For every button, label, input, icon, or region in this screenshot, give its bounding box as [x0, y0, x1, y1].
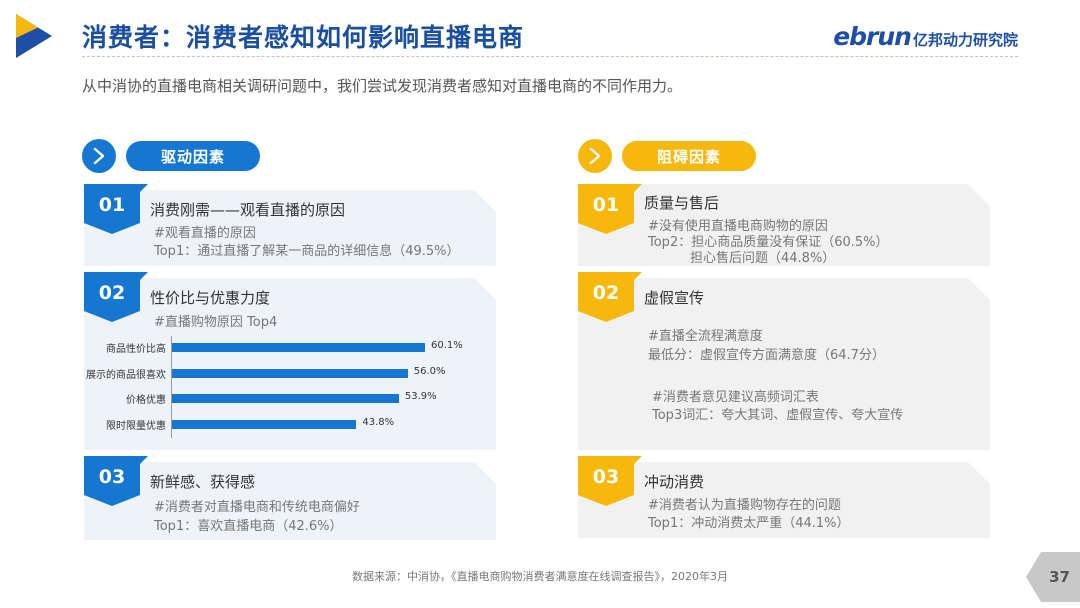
card-title: 新鲜感、获得感	[150, 473, 256, 491]
driver-card-1: 消费刚需——观看直播的原因 #观看直播的原因 Top1：通过直播了解某一商品的详…	[84, 190, 496, 266]
barrier-card-3: 冲动消费 #消费者认为直播购物存在的问题 Top1：冲动消费太严重（44.1%）	[578, 462, 990, 538]
card-number-badge: 03	[578, 456, 634, 506]
barriers-header: 阻碍因素	[578, 139, 756, 173]
bar-category-label: 商品性价比高	[106, 344, 166, 355]
card-title: 消费刚需——观看直播的原因	[150, 201, 346, 219]
barriers-heading: 阻碍因素	[622, 141, 756, 171]
badge-fold	[634, 272, 642, 280]
bar	[172, 368, 408, 378]
card-line: Top1：冲动消费太严重（44.1%）	[648, 516, 850, 531]
bar-value-label: 43.8%	[362, 416, 395, 428]
card-number-badge: 02	[578, 272, 634, 322]
brand-logo: ebrun 亿邦动力研究院	[833, 22, 1018, 51]
drivers-header: 驱动因素	[82, 139, 260, 173]
card-number-badge: 01	[578, 184, 634, 234]
driver-card-3: 新鲜感、获得感 #消费者对直播电商和传统电商偏好 Top1：喜欢直播电商（42.…	[84, 462, 496, 540]
bar-value-label: 53.9%	[404, 391, 437, 402]
page-title: 消费者：消费者感知如何影响直播电商	[82, 23, 525, 52]
bar-category-label: 展示的商品很喜欢	[86, 369, 166, 381]
card-line: 担心售后问题（44.8%）	[690, 251, 836, 266]
card-title: 冲动消费	[644, 473, 705, 491]
card-line: 最低分：虚假宣传方面满意度（64.7分）	[648, 348, 885, 363]
brand-name: ebrun	[833, 22, 912, 51]
page-number: 37	[1026, 552, 1080, 602]
bar	[172, 343, 425, 352]
card-line: #消费者意见建议高频词汇表	[652, 390, 819, 405]
bar-value-label: 56.0%	[413, 365, 446, 377]
card-title: 性价比与优惠力度	[150, 289, 271, 307]
card-title: 虚假宣传	[644, 289, 705, 307]
play-triangle-logo	[16, 14, 52, 58]
card-line: #消费者对直播电商和传统电商偏好	[154, 500, 360, 515]
card-line: Top2：担心商品质量没有保证（60.5%）	[648, 235, 889, 250]
chevron-right-icon	[578, 139, 612, 173]
card-line: Top3词汇：夸大其词、虚假宣传、夸大宣传	[652, 408, 904, 423]
bar	[172, 394, 399, 403]
drivers-heading: 驱动因素	[126, 141, 260, 171]
chevron-right-icon	[82, 139, 116, 173]
card-line: #直播全流程满意度	[648, 329, 763, 344]
bar-category-label: 价格优惠	[126, 395, 166, 406]
badge-fold	[634, 456, 642, 464]
badge-fold	[140, 184, 148, 192]
brand-subtitle: 亿邦动力研究院	[912, 31, 1018, 49]
card-line: #消费者认为直播购物存在的问题	[648, 498, 841, 513]
bar	[172, 419, 357, 429]
bar-value-label: 60.1%	[431, 340, 463, 351]
badge-fold	[140, 272, 148, 280]
barrier-card-1: 质量与售后 #没有使用直播电商购物的原因 Top2：担心商品质量没有保证（60.…	[578, 184, 990, 266]
badge-fold	[140, 456, 148, 464]
bar-category-label: 限时限量优惠	[106, 420, 166, 432]
page-subtitle: 从中消协的直播电商相关调研问题中，我们尝试发现消费者感知对直播电商的不同作用力。	[82, 77, 683, 95]
card-title: 质量与售后	[644, 194, 720, 212]
card-line: Top1：喜欢直播电商（42.6%）	[154, 519, 343, 534]
chart-axis	[171, 336, 172, 438]
card-number-badge: 03	[84, 456, 140, 506]
card-number-badge: 01	[84, 184, 140, 234]
card-line: #没有使用直播电商购物的原因	[648, 219, 828, 234]
title-divider	[82, 56, 1018, 57]
barrier-card-2: 虚假宣传 #直播全流程满意度 最低分：虚假宣传方面满意度（64.7分） #消费者…	[578, 278, 990, 450]
card-line: #观看直播的原因	[154, 226, 256, 241]
card-line: #直播购物原因 Top4	[154, 315, 278, 330]
card-number-badge: 02	[84, 272, 140, 322]
source-note: 数据来源：中消协，《直播电商购物消费者满意度在线调查报告》，2020年3月	[352, 570, 728, 583]
badge-fold	[634, 184, 642, 192]
card-line: Top1：通过直播了解某一商品的详细信息（49.5%）	[154, 244, 460, 259]
